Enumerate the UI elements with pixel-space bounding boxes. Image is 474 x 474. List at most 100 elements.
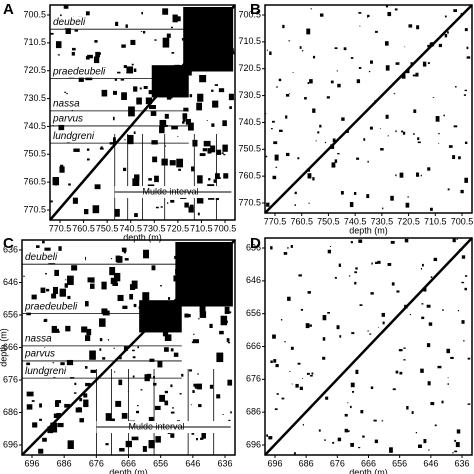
recurrence-point (73, 392, 77, 394)
recurrence-point (457, 310, 460, 312)
recurrence-point (447, 377, 449, 379)
recurrence-point (66, 358, 74, 368)
recurrence-point (57, 54, 60, 56)
recurrence-point (114, 208, 120, 217)
y-tick-label: 700.5 (238, 9, 261, 19)
recurrence-point (142, 446, 147, 452)
recurrence-point (212, 100, 219, 108)
recurrence-point (367, 16, 369, 18)
recurrence-point (192, 390, 195, 393)
recurrence-point (31, 294, 37, 300)
y-axis-label: depth (m) (0, 328, 8, 367)
recurrence-point (391, 282, 395, 286)
recurrence-point (72, 47, 76, 51)
x-tick-label: 730.5 (143, 223, 166, 233)
x-tick-label: 676 (330, 458, 345, 468)
recurrence-point (434, 424, 437, 427)
recurrence-point (289, 370, 291, 372)
recurrence-point (415, 172, 420, 177)
recurrence-point (291, 383, 293, 385)
recurrence-point (304, 97, 307, 100)
recurrence-point (309, 79, 313, 84)
recurrence-point (290, 244, 293, 248)
recurrence-point (363, 138, 366, 141)
recurrence-point (412, 133, 415, 135)
recurrence-point (430, 276, 433, 278)
recurrence-point (408, 24, 413, 28)
recurrence-point (172, 14, 178, 23)
recurrence-point (380, 148, 384, 151)
recurrence-point (350, 241, 353, 244)
recurrence-point (355, 369, 359, 375)
recurrence-point (322, 337, 326, 341)
recurrence-point (178, 168, 181, 171)
recurrence-point (51, 293, 57, 299)
recurrence-point (399, 172, 404, 178)
recurrence-point (64, 283, 68, 288)
recurrence-point (416, 25, 420, 30)
recurrence-point (398, 349, 403, 352)
recurrence-point (288, 93, 291, 94)
recurrence-point (71, 51, 75, 56)
recurrence-point (283, 252, 288, 255)
zone-label-bg (51, 112, 113, 125)
recurrence-point (433, 257, 438, 262)
recurrence-point (131, 436, 139, 441)
recurrence-point (307, 173, 312, 179)
recurrence-point (437, 365, 442, 369)
x-tick-label: 686 (57, 458, 72, 468)
recurrence-point (362, 435, 365, 438)
recurrence-point (382, 207, 384, 210)
recurrence-point (427, 62, 430, 65)
recurrence-point (92, 205, 100, 214)
x-tick-label: 656 (153, 458, 168, 468)
recurrence-point (116, 256, 123, 263)
recurrence-point (51, 325, 57, 334)
recurrence-point (297, 157, 300, 160)
recurrence-point (385, 5, 389, 8)
recurrence-point (370, 386, 374, 390)
recurrence-point (299, 46, 302, 49)
y-tick-label: 656 (246, 308, 261, 318)
recurrence-point (227, 341, 231, 344)
x-tick-label: 666 (121, 458, 136, 468)
y-tick-label: 636 (3, 244, 18, 254)
recurrence-point (196, 195, 204, 204)
recurrence-point (154, 175, 159, 183)
y-tick-label: 696 (246, 439, 261, 449)
recurrence-point (306, 28, 311, 35)
recurrence-point (196, 437, 198, 441)
recurrence-point (339, 335, 342, 338)
recurrence-point (119, 447, 125, 452)
recurrence-point (176, 159, 182, 163)
recurrence-point (358, 239, 363, 243)
x-tick-label: 730.5 (371, 216, 394, 226)
recurrence-point (54, 400, 60, 407)
recurrence-point (460, 189, 464, 194)
recurrence-point (50, 32, 54, 35)
panel-label: D (250, 235, 261, 252)
zone-label-bg (51, 97, 113, 110)
recurrence-point (182, 121, 185, 124)
y-tick-label: 696 (3, 439, 18, 449)
recurrence-point (461, 320, 465, 324)
recurrence-point (230, 411, 232, 414)
recurrence-point (26, 404, 33, 410)
recurrence-point (110, 277, 118, 285)
recurrence-point (360, 410, 364, 414)
recurrence-point (132, 178, 140, 187)
zone-label-bg (51, 65, 113, 78)
recurrence-point (71, 109, 73, 112)
recurrence-point (423, 287, 427, 292)
recurrence-point (86, 148, 90, 151)
recurrence-point (322, 315, 327, 321)
x-tick-label: 636 (454, 458, 469, 468)
zone-label: parvus (24, 349, 55, 360)
recurrence-point (215, 197, 220, 201)
recurrence-point (351, 390, 355, 393)
recurrence-point (58, 246, 62, 251)
recurrence-point (351, 332, 355, 335)
recurrence-point (52, 177, 60, 186)
recurrence-point (74, 29, 79, 32)
recurrence-point (46, 288, 50, 292)
